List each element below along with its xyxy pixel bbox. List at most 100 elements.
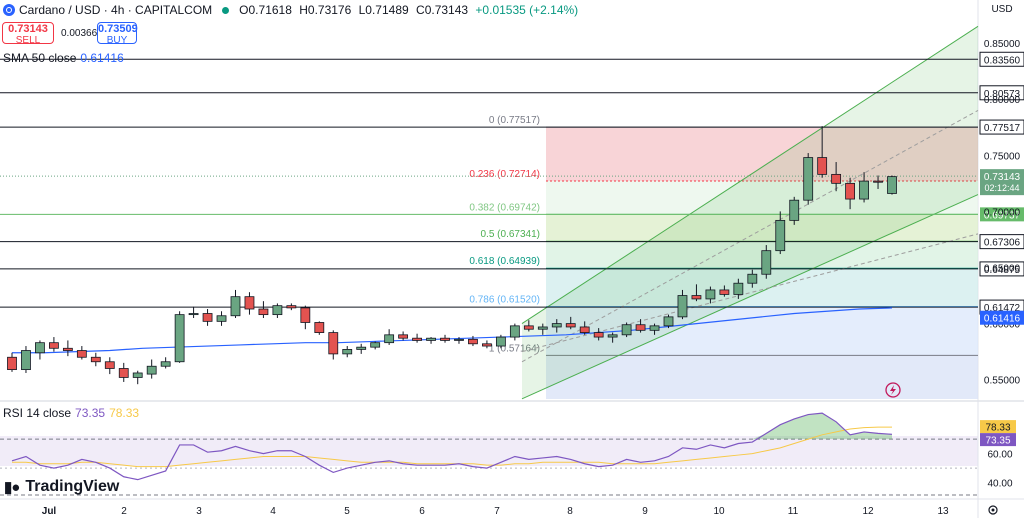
- channel-mid-line: [521, 109, 979, 363]
- candle-body: [607, 334, 618, 338]
- sma-legend[interactable]: SMA 50 close 0.61416: [3, 51, 124, 65]
- time-tick-label: 3: [196, 506, 202, 517]
- rsi-badge-label: 73.35: [985, 436, 1010, 447]
- candle-body: [146, 365, 157, 375]
- candle-body: [244, 296, 255, 310]
- price-tick-label: 0.60000: [984, 320, 1021, 331]
- candle-body: [90, 356, 101, 363]
- lightning-icon[interactable]: [885, 382, 901, 398]
- fib-level-label: 0.786 (0.61520): [469, 295, 540, 306]
- tradingview-logo-icon: ▮●: [4, 479, 20, 496]
- logo-text: TradingView: [25, 478, 120, 495]
- symbol-title[interactable]: Cardano / USD · 4h · CAPITALCOM: [19, 3, 213, 17]
- sma-price-badge: [980, 310, 1024, 325]
- time-tick-label: 10: [713, 506, 725, 517]
- time-tick-label: 4: [270, 506, 276, 517]
- candle-body: [817, 157, 828, 175]
- currency-label: USD: [991, 4, 1012, 15]
- countdown-label: 02:12:44: [984, 183, 1019, 193]
- sell-button[interactable]: 0.73143 SELL: [2, 22, 54, 46]
- sell-price: 0.73143: [8, 23, 48, 35]
- candle-body: [482, 343, 492, 347]
- time-tick-label: 6: [419, 506, 425, 517]
- change-value: +0.01535 (+2.14%): [475, 3, 579, 17]
- sma-label: SMA 50 close: [3, 51, 77, 65]
- candle-body: [677, 295, 688, 318]
- candle-body: [649, 325, 660, 331]
- rsi-legend[interactable]: RSI 14 close 73.35 78.33: [3, 406, 139, 420]
- level-badge: [979, 119, 1024, 135]
- channel-lower-line: [521, 194, 979, 400]
- level-badge-label: 0.80573: [984, 89, 1021, 100]
- candle-body: [426, 337, 436, 341]
- candle-body: [565, 323, 576, 328]
- buy-button[interactable]: 0.73509 BUY: [97, 22, 138, 46]
- candle-body: [593, 332, 604, 338]
- cardano-logo-icon: [3, 4, 15, 16]
- candle-body: [454, 338, 464, 341]
- candle-body: [21, 350, 31, 371]
- time-tick-label: 2: [121, 506, 127, 517]
- candle-body: [118, 368, 129, 378]
- candle-body: [286, 305, 297, 309]
- rsi-overbought-fill: [12, 413, 892, 440]
- close-value: C0.73143: [416, 3, 469, 17]
- candle-body: [398, 334, 409, 339]
- candle-body: [258, 308, 269, 316]
- level-badge: [980, 207, 1024, 222]
- candle-body: [216, 315, 227, 322]
- candle-body: [7, 356, 17, 371]
- market-open-icon: [222, 6, 230, 14]
- rsi-ma-value: 78.33: [109, 406, 140, 420]
- candle-body: [62, 347, 73, 351]
- rsi-ma-badge: [980, 420, 1016, 434]
- rsi-value: 73.35: [75, 406, 106, 420]
- low-value: L0.71489: [358, 3, 409, 17]
- candle-body: [551, 323, 562, 328]
- regression-channel[interactable]: [521, 25, 979, 400]
- candle-body: [705, 289, 716, 300]
- candle-body: [509, 325, 520, 338]
- time-tick-label: 8: [567, 506, 573, 517]
- candle-body: [537, 326, 548, 330]
- time-tick-label: 7: [494, 506, 500, 517]
- price-tick-label: 0.55000: [984, 376, 1021, 387]
- candle-body: [76, 350, 87, 358]
- candle-body: [831, 173, 842, 184]
- candle-body: [160, 361, 171, 367]
- level-badge: [979, 85, 1024, 101]
- ohlc-values: O0.71618 H0.73176 L0.71489 C0.73143 +0.0…: [239, 3, 582, 17]
- price-axis[interactable]: 0.83560 0.80573 0.77517 0.69737 0.67306 0.648…: [979, 4, 1024, 490]
- sma-price-label: 0.61416: [984, 314, 1021, 325]
- candle-body: [132, 372, 143, 378]
- candle-body: [104, 361, 115, 369]
- candle-body: [719, 289, 730, 295]
- candle-body: [803, 157, 814, 201]
- candle-body: [873, 180, 883, 183]
- sell-label: SELL: [15, 35, 41, 46]
- gear-icon[interactable]: [988, 505, 998, 515]
- candle-body: [440, 337, 450, 341]
- candle-body: [733, 282, 744, 295]
- time-axis[interactable]: Jul 2 3 4 5 6 7 8 9 10 11 12 13: [42, 506, 949, 517]
- time-tick-label: 13: [937, 506, 949, 517]
- tradingview-logo[interactable]: ▮● TradingView: [4, 478, 119, 496]
- candle-body: [300, 307, 311, 323]
- candle-body: [370, 342, 381, 348]
- candle-body: [314, 322, 325, 333]
- fib-zone: [546, 127, 978, 181]
- candle-body: [230, 296, 241, 317]
- rsi-line: [11, 412, 893, 481]
- candle-body: [845, 182, 855, 200]
- horizontal-levels[interactable]: [0, 58, 978, 308]
- candle-body: [621, 324, 632, 336]
- rsi-tick-label: 40.00: [987, 479, 1012, 490]
- price-tick-label: 0.75000: [984, 151, 1021, 162]
- fib-zone: [546, 214, 978, 242]
- candle-body: [789, 199, 800, 221]
- candle-body: [188, 313, 199, 316]
- rsi-ma-badge-label: 78.33: [985, 423, 1010, 434]
- level-badge-label: 0.64875: [984, 265, 1021, 276]
- candle-body: [859, 180, 869, 200]
